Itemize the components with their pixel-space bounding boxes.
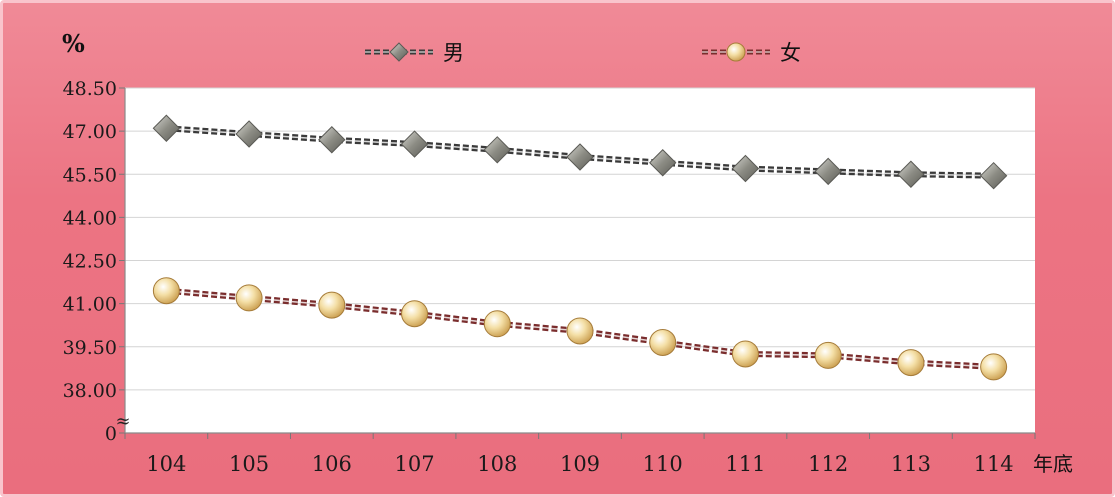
data-point-diamond <box>731 154 760 183</box>
data-point-diamond <box>318 126 346 154</box>
data-point-diamond <box>483 136 511 164</box>
data-point-circle <box>814 341 842 369</box>
y-tick-label: 48.50 <box>63 78 117 100</box>
data-point-diamond <box>389 42 409 62</box>
y-axis-unit: % <box>62 29 85 58</box>
data-point-diamond <box>897 160 925 188</box>
y-tick-label: 39.50 <box>63 337 117 359</box>
x-tick-label: 114 <box>974 452 1014 476</box>
data-point-diamond <box>979 161 1008 190</box>
x-tick-label: 104 <box>146 452 186 476</box>
legend-label: 男 <box>443 41 464 65</box>
y-tick-label: 47.00 <box>63 121 117 143</box>
data-point-diamond <box>649 149 677 177</box>
series-female <box>152 277 1008 381</box>
data-point-diamond <box>152 114 181 142</box>
data-point-circle <box>152 277 180 305</box>
axes: 48.50 47.00 45.50 44.00 42.50 41.00 39.50 38.00… <box>63 78 1036 476</box>
data-point-circle <box>235 284 263 312</box>
data-point-diamond <box>814 157 842 186</box>
legend: 男女 <box>365 41 801 65</box>
data-point-diamond <box>566 143 594 171</box>
legend-item: 男 <box>365 41 464 65</box>
legend-item: 女 <box>702 41 801 65</box>
x-axis-unit: 年底 <box>1033 452 1073 476</box>
x-tick-label: 113 <box>891 452 931 476</box>
data-point-circle <box>483 310 511 338</box>
x-tick-label: 109 <box>560 452 600 476</box>
axis-break-symbol: ≈ <box>115 411 130 432</box>
y-tick-label: 42.50 <box>63 251 117 273</box>
y-tick-label: 0 <box>105 423 117 445</box>
y-tick-label: 45.50 <box>63 164 117 186</box>
x-tick-label: 105 <box>229 452 269 476</box>
data-point-circle <box>649 328 677 356</box>
gridlines <box>125 87 1035 391</box>
data-point-circle <box>566 317 594 345</box>
data-point-circle <box>401 300 429 328</box>
data-point-circle <box>726 42 746 62</box>
legend-label: 女 <box>780 41 801 65</box>
y-tick-label: 41.00 <box>63 294 117 316</box>
series-group <box>152 114 1008 381</box>
data-point-circle <box>731 340 759 368</box>
y-tick-label: 44.00 <box>63 207 117 229</box>
x-tick-label: 112 <box>808 452 848 476</box>
data-point-diamond <box>400 130 429 158</box>
data-point-circle <box>897 349 925 377</box>
x-tick-label: 110 <box>643 452 683 476</box>
x-tick-label: 108 <box>477 452 517 476</box>
data-point-circle <box>980 353 1008 381</box>
x-tick-label: 111 <box>725 452 765 476</box>
data-point-circle <box>318 291 346 319</box>
data-point-diamond <box>235 120 263 148</box>
y-tick-label: 38.00 <box>63 380 117 402</box>
x-tick-label: 107 <box>394 452 434 476</box>
series-male <box>152 114 1008 190</box>
x-tick-label: 106 <box>312 452 352 476</box>
